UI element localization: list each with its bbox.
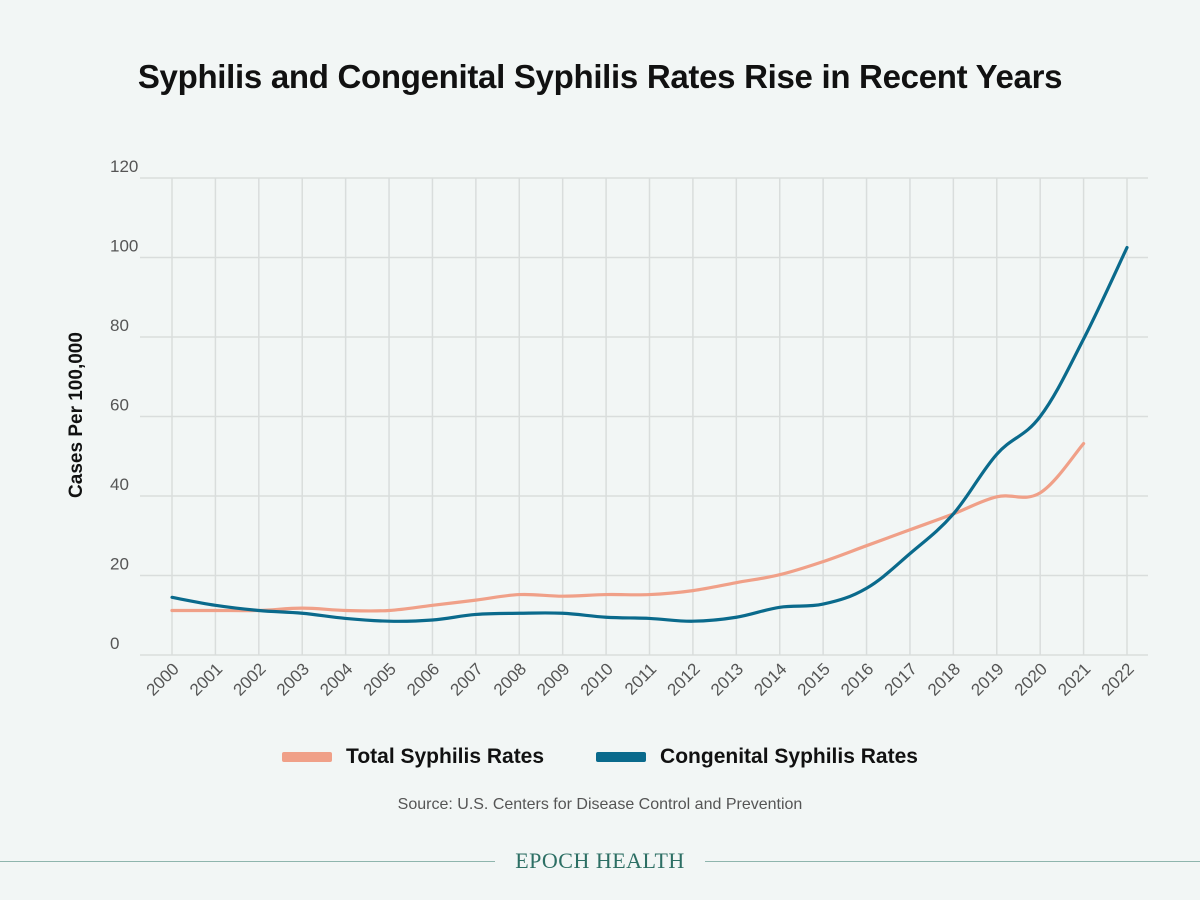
- y-tick-label: 40: [110, 475, 129, 494]
- chart-legend: Total Syphilis Rates Congenital Syphilis…: [0, 745, 1200, 769]
- x-tick-label: 2002: [229, 659, 269, 699]
- y-tick-label: 120: [110, 157, 138, 176]
- x-tick-label: 2018: [924, 659, 964, 699]
- series-line-congenital-syphilis: [170, 245, 1129, 623]
- y-axis-ticks: 0 20 40 60 80 100 120: [110, 157, 138, 653]
- chart-lines: [170, 245, 1129, 623]
- x-tick-label: 2015: [794, 659, 834, 699]
- legend-label-congenital: Congenital Syphilis Rates: [660, 745, 918, 768]
- y-tick-label: 60: [110, 396, 129, 415]
- x-tick-label: 2011: [621, 659, 660, 698]
- x-axis-ticks: 2000 2001 2002 2003 2004 2005 2006 2007 2008 2009…: [143, 659, 1138, 699]
- x-tick-label: 2013: [707, 659, 747, 699]
- legend-label-total: Total Syphilis Rates: [346, 745, 545, 768]
- legend-item-total: Total Syphilis Rates: [282, 745, 544, 769]
- x-tick-label: 2001: [186, 659, 226, 699]
- x-tick-label: 2000: [143, 659, 183, 699]
- x-tick-label: 2003: [273, 659, 313, 699]
- legend-swatch-congenital: [596, 752, 647, 762]
- legend-swatch-total: [282, 752, 333, 762]
- x-tick-label: 2007: [447, 659, 487, 699]
- source-note: Source: U.S. Centers for Disease Control…: [397, 796, 803, 813]
- x-tick-label: 2008: [490, 659, 530, 699]
- y-tick-label: 80: [110, 316, 129, 335]
- x-tick-label: 2006: [403, 659, 443, 699]
- x-tick-label: 2016: [837, 659, 877, 699]
- x-tick-label: 2009: [533, 659, 573, 699]
- legend-item-congenital: Congenital Syphilis Rates: [596, 745, 918, 769]
- y-tick-label: 20: [110, 555, 129, 574]
- x-tick-label: 2022: [1098, 659, 1138, 699]
- x-tick-label: 2019: [967, 659, 1007, 699]
- x-tick-label: 2020: [1011, 659, 1051, 699]
- x-tick-label: 2005: [360, 659, 400, 699]
- y-tick-label: 100: [110, 237, 138, 256]
- x-tick-label: 2010: [577, 659, 617, 699]
- footer-rule-right: [704, 860, 1200, 862]
- x-tick-label: 2021: [1054, 659, 1094, 699]
- y-tick-label: 0: [110, 634, 119, 653]
- brand-logo: EPOCH HEALTH: [515, 848, 685, 873]
- footer: EPOCH HEALTH: [0, 846, 1200, 876]
- line-chart: 0 20 40 60 80 100 120 2000 2001 2002 2003 2004 2005…: [66, 157, 1148, 700]
- chart-grid: [140, 177, 1148, 656]
- x-tick-label: 2004: [316, 659, 356, 699]
- x-tick-label: 2012: [664, 659, 704, 699]
- footer-rule-left: [0, 860, 496, 862]
- series-line-total-syphilis: [170, 441, 1086, 613]
- x-tick-label: 2017: [881, 659, 921, 699]
- chart-title: Syphilis and Congenital Syphilis Rates R…: [137, 58, 1063, 95]
- y-axis-label: Cases Per 100,000: [66, 332, 87, 498]
- x-tick-label: 2014: [750, 659, 790, 699]
